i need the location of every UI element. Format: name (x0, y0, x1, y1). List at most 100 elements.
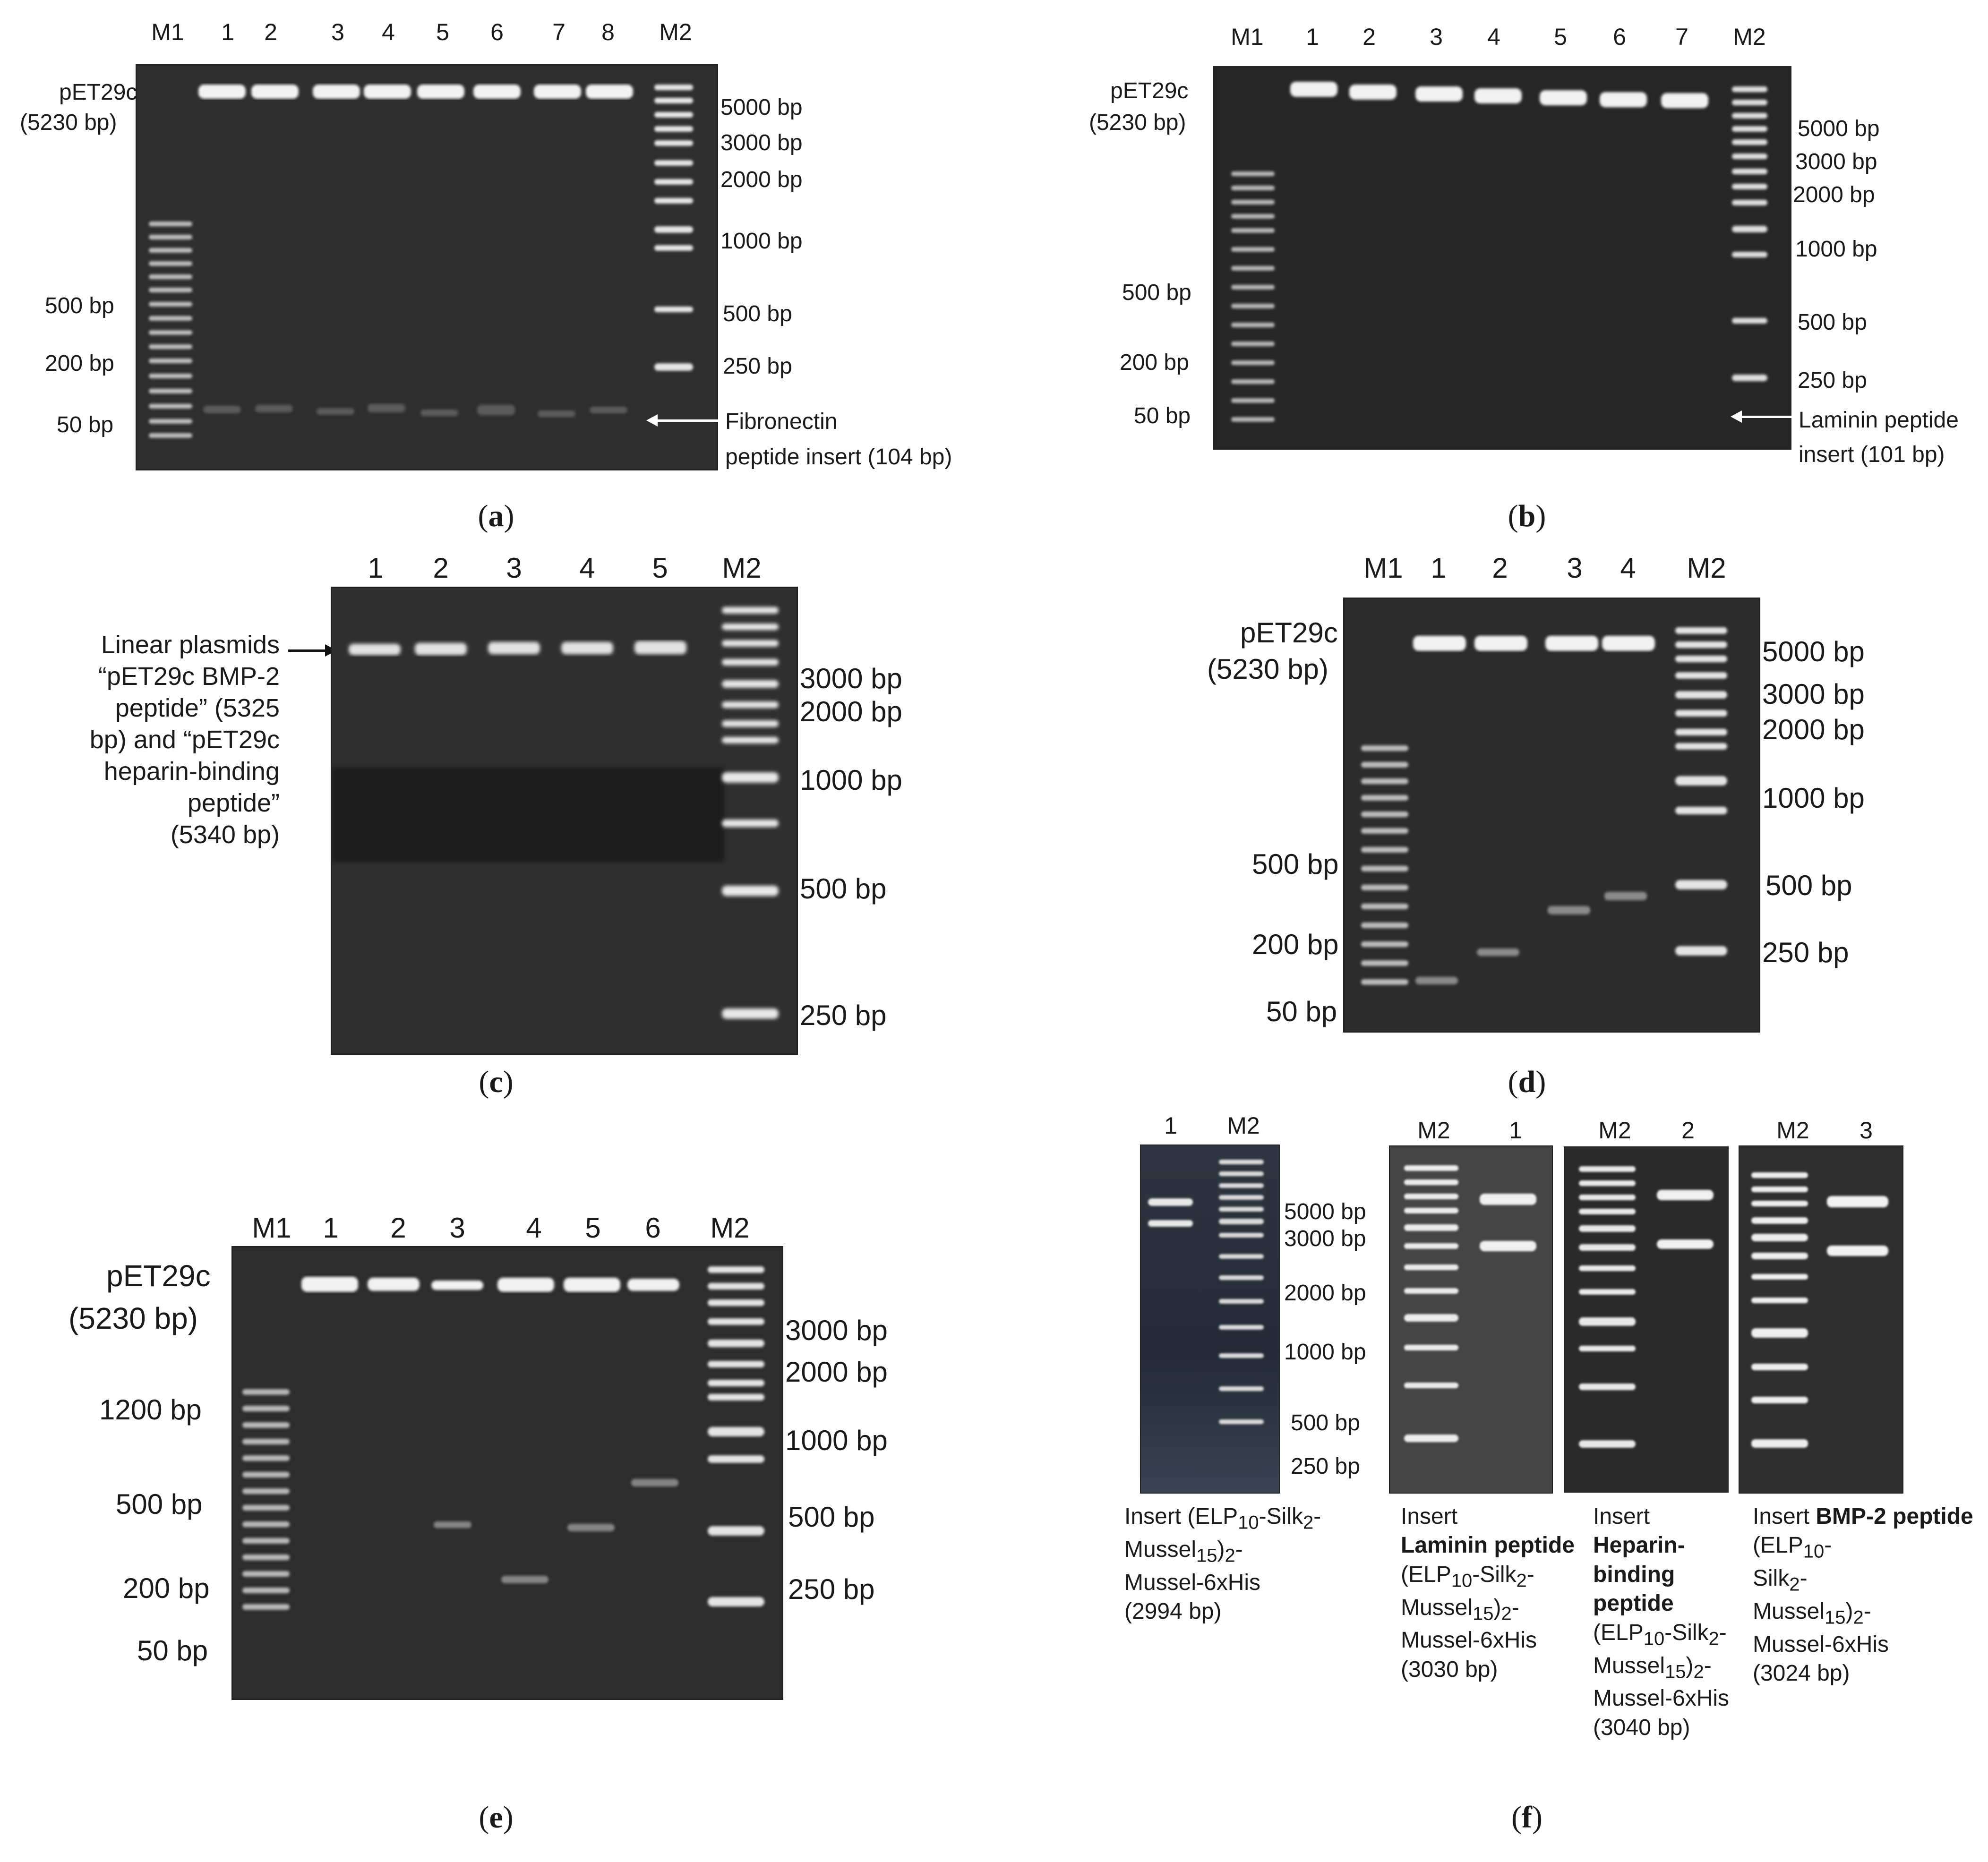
lane-label: 3 (449, 1212, 465, 1244)
ladder-size-label: 250 bp (800, 999, 887, 1031)
ladder-size-label: 500 bp (45, 293, 114, 318)
lane-label: 4 (579, 552, 595, 584)
gel-image-f2 (1389, 1145, 1553, 1494)
gel-image-e (231, 1246, 783, 1700)
lane-label-m2: M2 (710, 1212, 750, 1244)
gel-image-f1 (1140, 1145, 1280, 1494)
gel-image-a (136, 64, 718, 470)
insert-note: Insert Laminin peptide (ELP10-Silk2- Mus… (1401, 1504, 1575, 1682)
lane-label-m2: M2 (1598, 1117, 1631, 1144)
lane-label-m2: M2 (659, 19, 692, 45)
plasmid-label: pET29c (1110, 78, 1189, 103)
ladder-size-label: 1000 bp (720, 229, 803, 254)
lane-label: 7 (1675, 24, 1688, 50)
lane-label: 1 (368, 552, 384, 584)
ladder-size-label: 500 bp (800, 873, 887, 905)
gel-image-b (1213, 66, 1791, 450)
ladder-size-label: 250 bp (1762, 937, 1849, 968)
plasmid-size-label: (5230 bp) (20, 110, 117, 135)
gel-image-c (331, 587, 798, 1055)
lane-label: 4 (1487, 24, 1500, 50)
lane-label: 4 (1620, 552, 1636, 584)
ladder-size-label: 200 bp (123, 1572, 210, 1604)
ladder-size-label: 1000 bp (785, 1425, 888, 1456)
ladder-size-label: 500 bp (788, 1501, 875, 1533)
linear-plasmids-label: Linear plasmids “pET29c BMP-2 peptide” (… (89, 631, 280, 849)
ladder-size-label: 50 bp (137, 1635, 208, 1666)
lane-label: 4 (526, 1212, 542, 1244)
lane-label: 3 (1859, 1117, 1873, 1144)
lane-label: 7 (552, 19, 566, 45)
panel-caption-f: (f) (1511, 1800, 1542, 1835)
insert-note: Insert Heparin-binding peptide (ELP10-Si… (1593, 1504, 1730, 1740)
plasmid-size-label: (5230 bp) (1207, 653, 1328, 685)
ladder-size-label: 500 bp (723, 301, 792, 326)
ladder-size-label: 200 bp (1120, 350, 1189, 375)
insert-label: insert (101 bp) (1799, 442, 1945, 467)
ladder-size-label: 3000 bp (785, 1315, 888, 1346)
lane-label-m2: M2 (1417, 1117, 1450, 1144)
ladder-size-label: 1200 bp (99, 1394, 202, 1426)
plasmid-size-label: (5230 bp) (69, 1301, 198, 1335)
gel-image-f3 (1564, 1146, 1729, 1493)
ladder-size-label: 200 bp (1252, 929, 1339, 960)
lane-label: 5 (652, 552, 668, 584)
lane-label: 1 (323, 1212, 339, 1244)
lane-label: 3 (1430, 24, 1443, 50)
lane-label: 1 (1306, 24, 1319, 50)
ladder-size-label: 50 bp (1266, 996, 1337, 1027)
lane-label: 2 (1681, 1117, 1695, 1144)
ladder-size-label: 500 bp (1765, 870, 1852, 901)
lane-label: 3 (331, 19, 344, 45)
insert-note: Insert BMP-2 peptide (ELP10- Silk2- Muss… (1753, 1504, 1973, 1686)
plasmid-label: pET29c (59, 80, 137, 105)
lane-label: 2 (264, 19, 277, 45)
ladder-size-label: 5000 bp (720, 95, 803, 120)
insert-arrow (646, 414, 720, 427)
ladder-size-label: 2000 bp (1284, 1281, 1366, 1306)
panel-caption-a: (a) (478, 499, 514, 533)
lane-label: 5 (1554, 24, 1567, 50)
lane-label-m2: M2 (1776, 1117, 1809, 1144)
ladder-size-label: 2000 bp (1793, 182, 1875, 207)
ladder-size-label: 1000 bp (1762, 782, 1865, 814)
lane-label: 2 (1492, 552, 1508, 584)
insert-label: Laminin peptide (1799, 408, 1959, 433)
gel-image-f4 (1739, 1145, 1903, 1494)
lane-label: 2 (390, 1212, 406, 1244)
ladder-size-label: 500 bp (1798, 310, 1867, 335)
panel-caption-d: (d) (1508, 1065, 1546, 1099)
ladder-size-label: 50 bp (1134, 403, 1191, 428)
ladder-size-label: 3000 bp (1762, 678, 1865, 710)
insert-note: Insert (ELP10-Silk2- Mussel15)2- Mussel-… (1124, 1504, 1321, 1624)
lane-label: 5 (436, 19, 449, 45)
lane-label: 4 (382, 19, 395, 45)
plasmid-size-label: (5230 bp) (1089, 110, 1186, 135)
plasmid-arrow (288, 644, 336, 657)
lane-label: 3 (506, 552, 522, 584)
gel-image-d (1343, 598, 1760, 1033)
lane-label-m2: M2 (1227, 1112, 1260, 1139)
ladder-size-label: 2000 bp (785, 1356, 888, 1388)
insert-arrow (1731, 410, 1798, 423)
lane-label: 6 (645, 1212, 661, 1244)
lane-label: 6 (1613, 24, 1626, 50)
ladder-size-label: 5000 bp (1798, 116, 1880, 141)
lane-label: 2 (1362, 24, 1376, 50)
ladder-size-label: 2000 bp (720, 167, 803, 192)
lane-label: 1 (1431, 552, 1447, 584)
ladder-size-label: 5000 bp (1284, 1199, 1366, 1224)
panel-caption-e: (e) (479, 1800, 514, 1835)
lane-label: 6 (490, 19, 504, 45)
ladder-size-label: 250 bp (788, 1573, 875, 1605)
lane-label-m2: M2 (1733, 24, 1766, 50)
lane-label: 2 (433, 552, 449, 584)
lane-label-m2: M2 (722, 552, 762, 584)
ladder-size-label: 250 bp (723, 354, 792, 379)
ladder-size-label: 1000 bp (1795, 237, 1877, 262)
ladder-size-label: 5000 bp (1762, 636, 1865, 667)
panel-caption-c: (c) (479, 1065, 514, 1099)
ladder-size-label: 3000 bp (1795, 149, 1877, 174)
lane-label-m1: M1 (252, 1212, 291, 1244)
lane-label-m1: M1 (1363, 552, 1403, 584)
